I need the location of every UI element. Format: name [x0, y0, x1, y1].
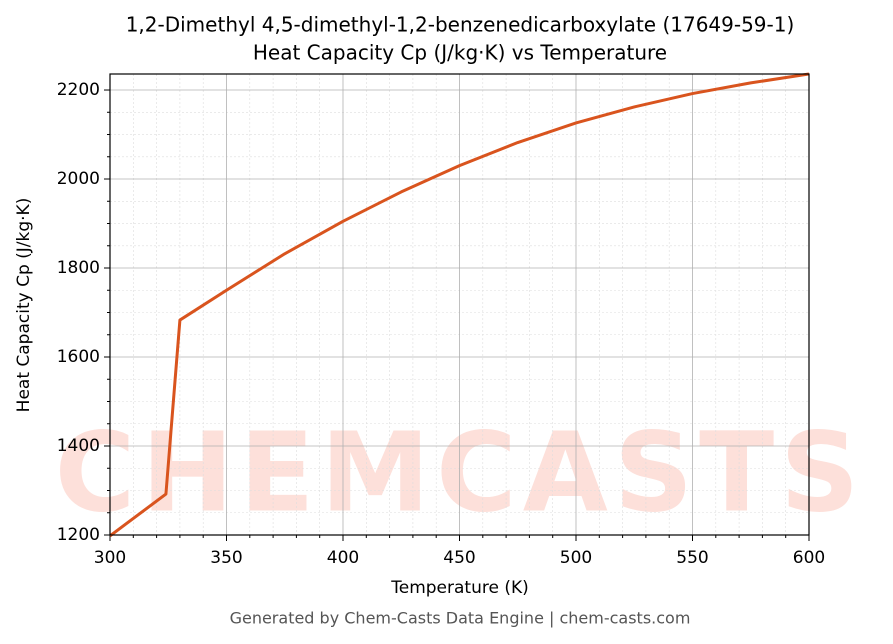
chart-subtitle: Heat Capacity Cp (J/kg·K) vs Temperature: [253, 41, 667, 65]
y-axis-label: Heat Capacity Cp (J/kg·K): [14, 198, 34, 413]
x-tick-label: 450: [443, 548, 475, 568]
x-tick-label: 600: [793, 548, 825, 568]
x-tick-label: 400: [327, 548, 359, 568]
y-tick-label: 2000: [57, 169, 100, 189]
y-tick-label: 2200: [57, 80, 100, 100]
y-tick-label: 1400: [57, 436, 100, 456]
footer: Generated by Chem-Casts Data Engine | ch…: [230, 609, 691, 628]
x-tick-label: 500: [560, 548, 592, 568]
chart-title: 1,2-Dimethyl 4,5-dimethyl-1,2-benzenedic…: [126, 13, 795, 37]
x-axis-label: Temperature (K): [390, 578, 529, 598]
line: [110, 72, 809, 537]
x-tick-label: 550: [676, 548, 708, 568]
y-tick-label: 1600: [57, 347, 100, 367]
y-tick-label: 1800: [57, 258, 100, 278]
x-tick-label: 350: [210, 548, 242, 568]
x-tick-label: 300: [94, 548, 126, 568]
plot-frame: [109, 73, 810, 536]
watermark: CHEMCASTS: [55, 408, 866, 536]
y-tick-label: 1200: [57, 525, 100, 545]
